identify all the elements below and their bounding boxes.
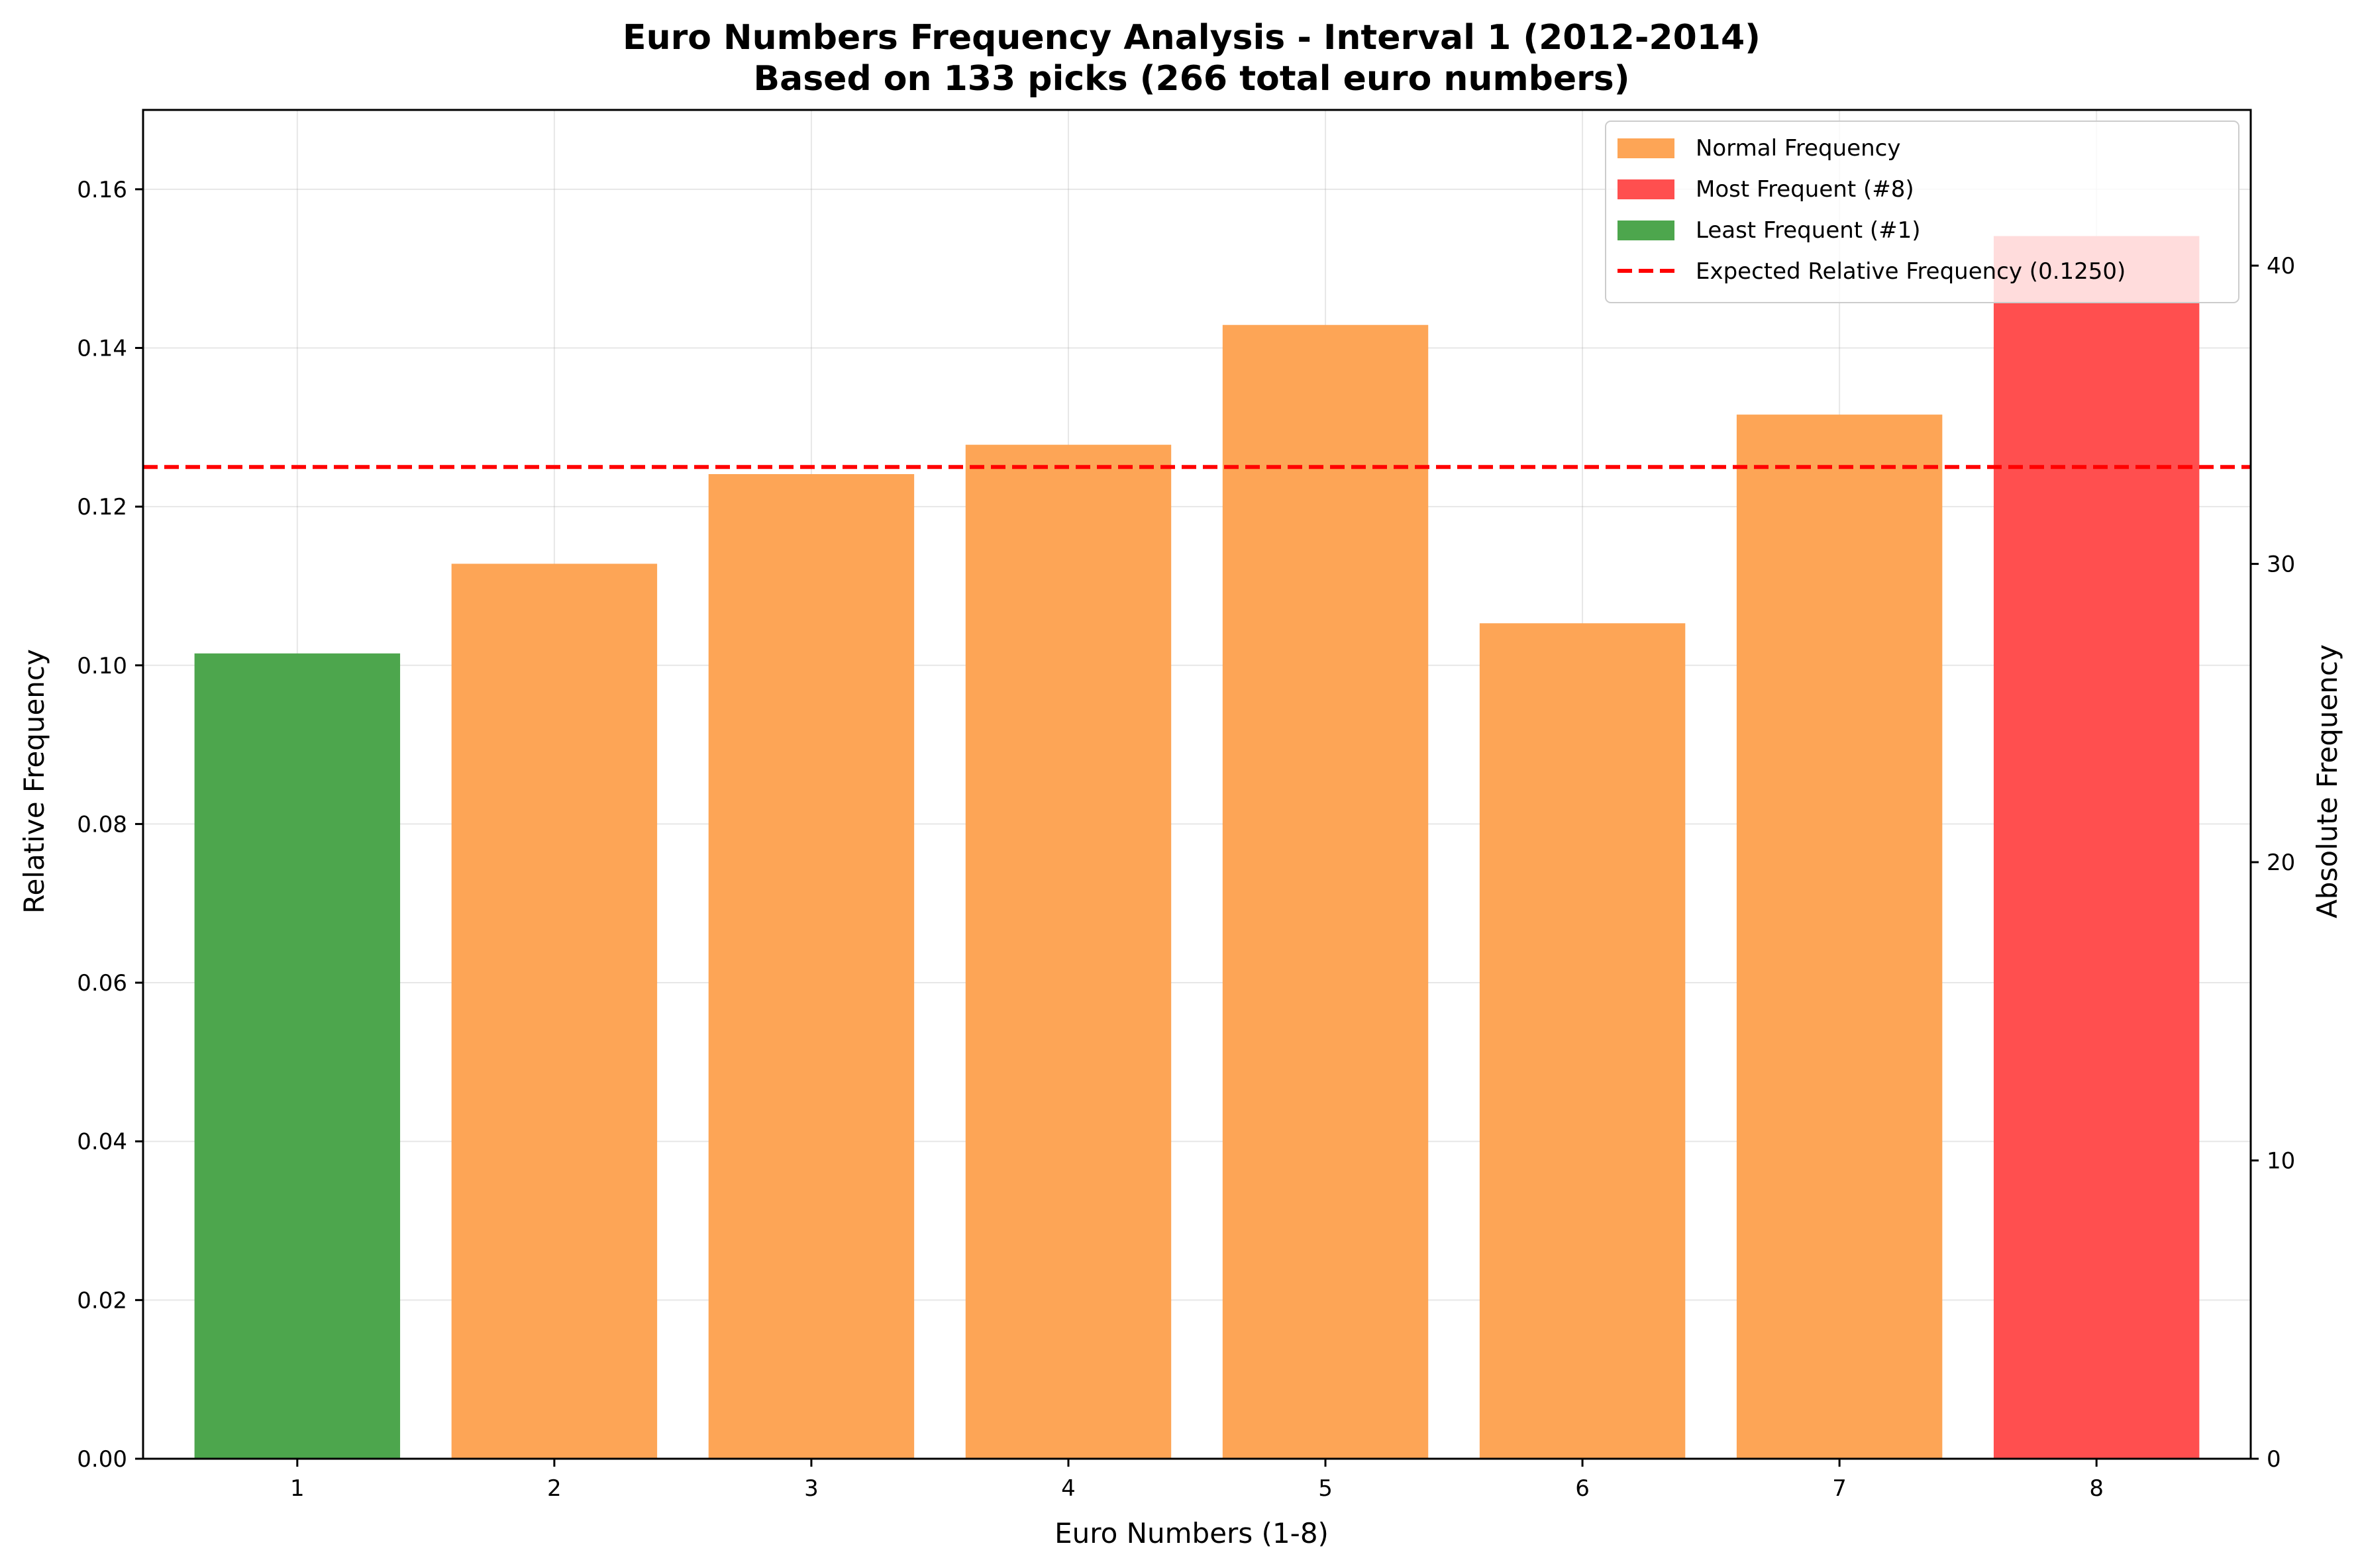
y-tick-label: 0.00	[77, 1446, 127, 1473]
bar-8	[1993, 236, 2200, 1459]
x-tick-label: 7	[1832, 1475, 1847, 1502]
y2-tick-label: 40	[2267, 253, 2295, 279]
y-tick-label: 0.14	[77, 335, 127, 362]
x-tick-label: 1	[290, 1475, 305, 1502]
chart-title: Euro Numbers Frequency Analysis - Interv…	[623, 18, 1761, 58]
y-axis-label: Relative Frequency	[18, 649, 50, 914]
x-tick-label: 4	[1061, 1475, 1076, 1502]
bar-6	[1479, 623, 1686, 1459]
bars	[194, 236, 2200, 1459]
legend-label: Least Frequent (#1)	[1696, 217, 1921, 244]
legend-swatch	[1617, 220, 1674, 240]
x-tick-label: 8	[2089, 1475, 2104, 1502]
x-axis-label: Euro Numbers (1-8)	[1054, 1517, 1329, 1549]
y2-tick-label: 10	[2267, 1148, 2295, 1175]
plot-frame	[142, 109, 2252, 1460]
bar-1	[194, 653, 401, 1459]
legend-swatch	[1617, 179, 1674, 199]
x-tick-label: 3	[804, 1475, 819, 1502]
y-tick-label: 0.02	[77, 1287, 127, 1314]
y2-tick-label: 0	[2267, 1446, 2281, 1473]
legend-swatch	[1617, 138, 1674, 158]
y2-axis-label: Absolute Frequency	[2311, 644, 2343, 918]
y-tick-label: 0.16	[77, 177, 127, 203]
bar-3	[708, 473, 915, 1459]
y2-tick-label: 20	[2267, 850, 2295, 876]
chart-subtitle: Based on 133 picks (266 total euro numbe…	[754, 59, 1630, 99]
bar-5	[1222, 324, 1429, 1459]
x-tick-label: 2	[547, 1475, 562, 1502]
x-tick-label: 6	[1575, 1475, 1590, 1502]
bar-7	[1736, 415, 1943, 1459]
legend-label: Most Frequent (#8)	[1696, 176, 1914, 203]
legend-box	[1605, 121, 2239, 303]
y-tick-label: 0.12	[77, 494, 127, 520]
axes: 0.00 0.02 0.04 0.06 0.08 0.10 0.12 0.14 0.16 0 10 2…	[77, 109, 2295, 1502]
y-tick-label: 0.08	[77, 811, 127, 838]
legend: Normal Frequency Most Frequent (#8) Least …	[1605, 121, 2239, 303]
legend-label: Normal Frequency	[1696, 135, 1900, 162]
y2-tick-label: 30	[2267, 552, 2295, 578]
legend-label: Expected Relative Frequency (0.1250)	[1696, 258, 2126, 285]
y-tick-label: 0.10	[77, 653, 127, 679]
bar-2	[451, 564, 658, 1459]
x-tick-label: 5	[1318, 1475, 1333, 1502]
bar-4	[965, 444, 1172, 1459]
y-tick-label: 0.06	[77, 970, 127, 997]
y-tick-label: 0.04	[77, 1129, 127, 1155]
